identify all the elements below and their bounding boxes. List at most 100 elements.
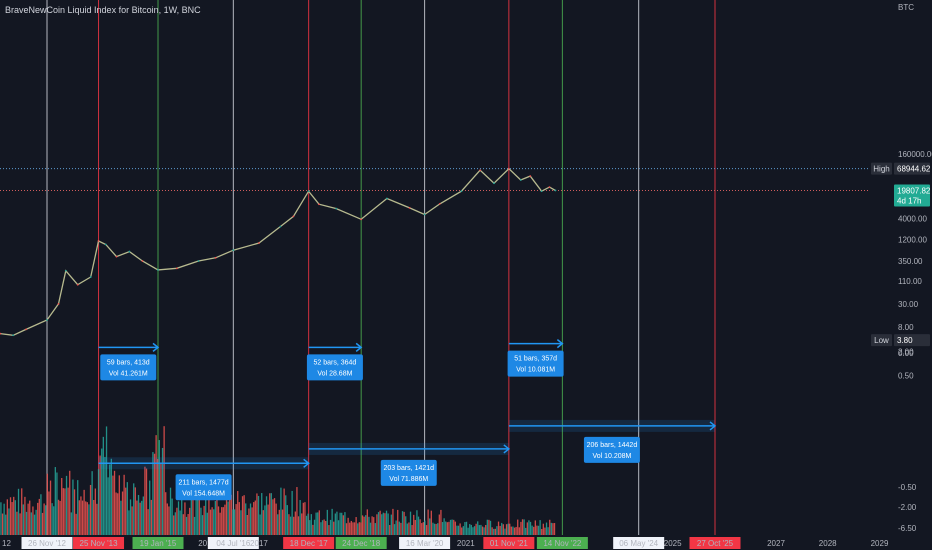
- volume-bar: [57, 499, 60, 535]
- price-marker-label-box: [871, 162, 892, 175]
- volume-bar: [475, 523, 477, 535]
- price-point: [115, 255, 118, 258]
- volume-bar: [125, 487, 127, 535]
- price-point: [423, 213, 426, 216]
- measure-bars-text: 52 bars, 364d: [314, 359, 357, 366]
- volume-bar: [41, 512, 44, 535]
- volume-bar: [369, 522, 372, 535]
- volume-bars-layer: [0, 426, 556, 535]
- volume-bar: [184, 502, 186, 535]
- volume-bar: [136, 500, 138, 535]
- x-tick-label: 06 May '24: [619, 539, 658, 548]
- volume-bar: [526, 522, 528, 535]
- volume-bar: [285, 495, 287, 535]
- volume-bar: [302, 502, 304, 535]
- volume-bar: [241, 496, 244, 535]
- price-point: [548, 186, 551, 189]
- volume-bar: [488, 519, 490, 535]
- volume-bar: [187, 514, 189, 535]
- x-tick-label: 2025: [664, 539, 682, 548]
- measure-arrow-head: [709, 421, 717, 431]
- volume-bar: [129, 499, 132, 535]
- measure-label-box[interactable]: [306, 354, 363, 381]
- volume-bar: [529, 521, 532, 535]
- volume-bar: [534, 520, 536, 535]
- y-tick-label: 0.00: [898, 349, 914, 358]
- time-axis[interactable]: 12 26 Nov '12 25 Nov '13 19 Jan '15 2016 04 J…: [0, 536, 932, 550]
- volume-bar: [163, 426, 165, 535]
- volume-bar: [376, 514, 378, 535]
- volume-bar: [161, 447, 164, 535]
- x-tick-label: 19 Jan '15: [140, 539, 177, 548]
- volume-bar: [531, 525, 533, 535]
- price-marker-box: [894, 162, 930, 175]
- volume-bar: [273, 498, 276, 535]
- volume-bar: [53, 506, 55, 535]
- volume-bar: [40, 494, 42, 535]
- volume-bar: [259, 514, 261, 535]
- volume-bar: [297, 516, 300, 535]
- price-axis[interactable]: BTC 160000.00 4000.00 1200.00 350.00 110.00 30…: [871, 3, 932, 533]
- volume-bar: [141, 500, 143, 535]
- volume-bar: [155, 435, 157, 535]
- volume-bar: [142, 496, 144, 535]
- volume-bar: [409, 511, 412, 535]
- volume-bar: [347, 517, 349, 535]
- measure-vol-text: Vol 71.886M: [389, 476, 428, 483]
- volume-bar: [432, 522, 434, 535]
- volume-bar: [97, 469, 100, 535]
- volume-bar: [389, 525, 391, 535]
- volume-bar: [189, 507, 191, 535]
- volume-bar: [502, 524, 504, 535]
- volume-bar: [544, 527, 546, 535]
- volume-bar: [366, 509, 368, 535]
- volume-bar: [397, 509, 399, 535]
- price-point: [386, 197, 388, 200]
- volume-bar: [344, 512, 346, 535]
- volume-bar: [38, 498, 40, 535]
- x-tick-label: 25 Nov '13: [80, 539, 119, 548]
- measure-label-box[interactable]: [175, 474, 232, 501]
- volume-bar: [201, 515, 204, 535]
- measure-label-box[interactable]: [100, 354, 157, 381]
- volume-bar: [248, 508, 250, 535]
- volume-bar: [33, 514, 36, 535]
- volume-bar: [429, 518, 431, 535]
- volume-bar: [99, 455, 101, 535]
- measurement-layer[interactable]: 59 bars, 413d Vol 41.261M 211 bars, 1477d V…: [98, 339, 717, 501]
- volume-bar: [245, 503, 247, 535]
- volume-bar: [195, 487, 197, 535]
- measure-label-box[interactable]: [583, 436, 640, 463]
- measure-label-box[interactable]: [507, 350, 564, 377]
- volume-bar: [553, 523, 556, 535]
- volume-bar: [377, 512, 380, 535]
- volume-bar: [128, 510, 130, 535]
- volume-bar: [272, 499, 274, 535]
- volume-bar: [309, 520, 311, 535]
- price-point: [529, 175, 532, 178]
- price-point: [554, 189, 557, 192]
- price-point: [157, 269, 159, 271]
- volume-bar: [363, 516, 365, 535]
- price-marker-box: [894, 184, 930, 207]
- volume-bar: [416, 510, 418, 535]
- volume-bar: [168, 506, 170, 535]
- volume-bar: [224, 504, 226, 535]
- volume-bar: [360, 522, 362, 535]
- measure-label-box[interactable]: [380, 459, 437, 486]
- volume-bar: [86, 502, 88, 535]
- volume-bar: [283, 488, 285, 535]
- volume-bar: [181, 497, 183, 535]
- volume-bar: [206, 512, 208, 535]
- volume-bar: [235, 504, 237, 535]
- volume-bar: [403, 511, 405, 535]
- volume-bar: [107, 477, 109, 535]
- measure-arrow-head: [355, 342, 363, 352]
- volume-bar: [454, 521, 456, 535]
- volume-bar: [521, 519, 524, 535]
- price-line-layer: [0, 167, 557, 337]
- volume-bar: [281, 509, 284, 535]
- volume-bar: [472, 527, 474, 535]
- volume-bar: [384, 513, 386, 535]
